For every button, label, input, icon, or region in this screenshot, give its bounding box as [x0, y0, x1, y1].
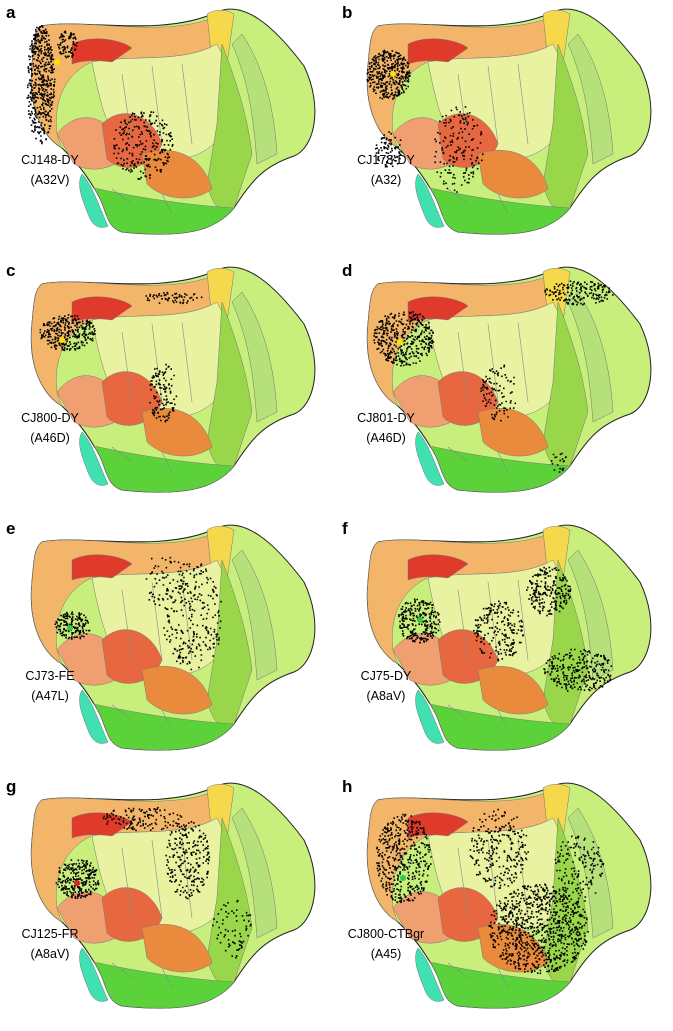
panel-letter: h: [342, 777, 352, 796]
panel-letter: f: [342, 519, 348, 538]
panel: c CJ800-DY (A46D): [6, 261, 316, 493]
panel-letter: d: [342, 261, 352, 280]
injection-area: (A32V): [31, 173, 70, 187]
labelled-cells: [398, 566, 613, 692]
injection-site: [74, 880, 80, 886]
injection-site: [400, 875, 406, 881]
case-id: CJ178-DY: [357, 153, 415, 167]
injection-area: (A47L): [31, 689, 69, 703]
injection-area: (A8aV): [31, 947, 70, 961]
injection-site: [59, 337, 65, 343]
panel: a CJ148-DY (A32V): [6, 3, 316, 235]
panel-letter: c: [6, 261, 15, 280]
labelled-cells: [55, 806, 252, 959]
injection-area: (A46D): [366, 431, 406, 445]
injection-area: (A45): [371, 947, 402, 961]
panel-letter: a: [6, 3, 16, 22]
injection-area: (A32): [371, 173, 402, 187]
injection-site: [390, 71, 396, 77]
case-id: CJ800-DY: [21, 411, 79, 425]
case-id: CJ125-FR: [22, 927, 79, 941]
panel: b CJ178-DY (A32): [342, 3, 652, 235]
panel-letter: g: [6, 777, 16, 796]
panel-letter: e: [6, 519, 15, 538]
injection-site: [54, 59, 60, 65]
labelled-cells: [366, 49, 484, 193]
cortex-map: [366, 782, 652, 1009]
panel: g CJ125-FR (A8aV): [6, 777, 316, 1009]
panel: f CJ75-DY (A8aV): [342, 519, 652, 751]
cortex-map: [366, 266, 652, 493]
panel: e CJ73-FE (A47L): [6, 519, 316, 751]
injection-area: (A8aV): [367, 689, 406, 703]
panel: h CJ800-CTBgr (A45): [342, 777, 652, 1009]
injection-site: [417, 617, 423, 623]
case-id: CJ73-FE: [25, 669, 74, 683]
case-id: CJ801-DY: [357, 411, 415, 425]
cortex-map: [366, 8, 652, 235]
injection-site: [67, 625, 73, 631]
case-id: CJ75-DY: [361, 669, 412, 683]
panel: d CJ801-DY (A46D): [342, 261, 652, 493]
case-id: CJ148-DY: [21, 153, 79, 167]
labelled-cells: [26, 25, 174, 180]
labelled-cells: [54, 556, 222, 671]
case-id: CJ800-CTBgr: [348, 927, 424, 941]
injection-site: [397, 339, 403, 345]
injection-area: (A46D): [30, 431, 70, 445]
panel-letter: b: [342, 3, 352, 22]
